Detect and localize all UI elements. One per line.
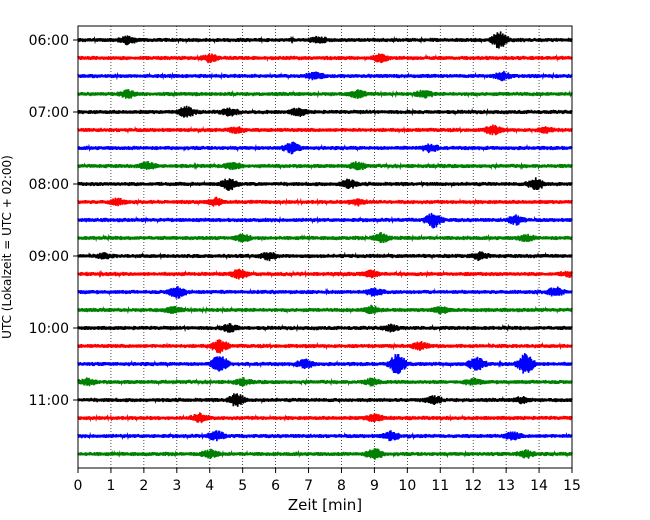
x-tick-label: 4 [205, 478, 214, 494]
x-tick-label: 12 [464, 478, 482, 494]
y-tick-label: 11:00 [29, 393, 69, 409]
x-tick-label: 2 [139, 478, 148, 494]
trace-0845 [77, 231, 573, 244]
x-tick-label: 13 [497, 478, 515, 494]
trace-1130 [77, 430, 573, 442]
trace-0900 [77, 251, 573, 262]
y-tick-label: 07:00 [29, 105, 69, 121]
trace-0815 [77, 196, 573, 207]
trace-0630 [77, 70, 573, 82]
y-tick-label: 08:00 [29, 177, 69, 193]
y-tick-label: 06:00 [29, 33, 69, 49]
trace-0715 [77, 124, 573, 136]
trace-0745 [77, 161, 573, 171]
trace-0615 [77, 53, 573, 64]
x-tick-label: 1 [106, 478, 115, 494]
seismic-traces [77, 31, 573, 460]
x-tick-label: 10 [398, 478, 416, 494]
trace-0915 [77, 268, 573, 280]
y-tick-label: 10:00 [29, 321, 69, 337]
x-tick-label: 0 [74, 478, 83, 494]
trace-0830 [77, 212, 573, 229]
trace-0700 [77, 105, 573, 118]
x-tick-label: 8 [337, 478, 346, 494]
trace-1145 [77, 448, 573, 460]
x-tick-label: 11 [431, 478, 449, 494]
trace-1100 [77, 393, 573, 407]
trace-0645 [77, 89, 573, 99]
x-tick-label: 6 [271, 478, 280, 494]
trace-0800 [77, 177, 573, 191]
trace-1045 [77, 377, 573, 387]
x-tick-label: 5 [238, 478, 247, 494]
trace-1115 [77, 412, 573, 424]
x-tick-label: 7 [304, 478, 313, 494]
trace-1015 [77, 339, 573, 354]
y-tick-label: 09:00 [29, 249, 69, 265]
x-tick-label: 3 [172, 478, 181, 494]
trace-0600 [77, 31, 573, 49]
x-tick-label: 14 [530, 478, 548, 494]
x-axis-label: Zeit [min] [288, 496, 362, 514]
trace-0730 [77, 141, 573, 155]
trace-0930 [77, 286, 573, 299]
x-tick-label: 9 [370, 478, 379, 494]
trace-0945 [77, 304, 573, 315]
y-axis-ticks: 06:00 07:00 08:00 09:00 10:00 11:00 [29, 33, 78, 409]
plot-frame [77, 25, 573, 469]
x-axis-ticks: 0 1 2 3 4 5 6 7 8 9 10 11 12 13 14 15 [74, 468, 581, 494]
trace-1030 [77, 353, 573, 375]
y-axis-label: UTC (Lokalzeit = UTC + 02:00) [0, 155, 14, 339]
trace-1000 [77, 323, 573, 333]
x-tick-label: 15 [563, 478, 581, 494]
